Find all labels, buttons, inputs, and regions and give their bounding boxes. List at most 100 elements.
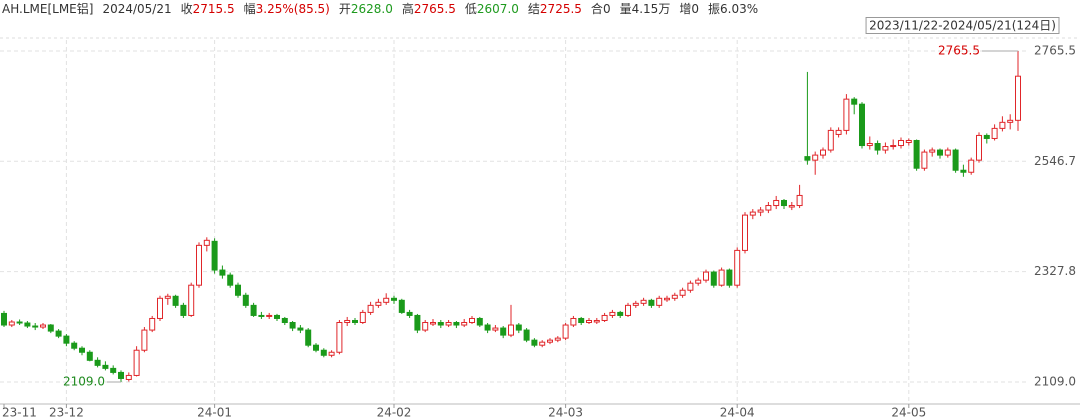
candle-body <box>710 271 717 286</box>
quote-value: 2715.5 <box>192 2 235 16</box>
candle-body <box>71 342 78 349</box>
candle-body <box>687 282 694 291</box>
candle-body <box>414 314 421 331</box>
candle-body <box>703 271 709 281</box>
candle-body <box>640 299 647 304</box>
x-tick-label: 24-05 <box>891 406 926 420</box>
candle-body <box>781 199 787 207</box>
candle-body <box>125 374 132 380</box>
candle-body <box>149 317 156 331</box>
candle-body <box>523 329 530 341</box>
quote-item: 合0 <box>591 2 611 16</box>
x-tick-label: 23-11 <box>2 406 37 420</box>
candle-body <box>500 327 507 336</box>
candle-body <box>118 371 124 379</box>
candle-body <box>40 324 46 328</box>
candle-body <box>773 199 780 207</box>
quote-label: 量 <box>619 2 632 16</box>
quote-item: 收2715.5 <box>181 2 235 16</box>
candle-body <box>804 156 811 161</box>
quote-header: AH.LME[LME铝] 2024/05/21 收2715.5 幅3.25%(85.5… <box>2 0 767 18</box>
candle-body <box>851 98 858 105</box>
candle-body <box>196 244 202 286</box>
candle-body <box>16 321 23 324</box>
candle-body <box>422 322 429 331</box>
quote-value: 6.03% <box>720 2 759 16</box>
candle-body <box>79 347 85 353</box>
y-tick-label: 2765.5 <box>1034 43 1076 57</box>
candle-body <box>632 302 639 306</box>
quote-label: 开 <box>338 2 351 16</box>
quote-item: 振6.03% <box>708 2 758 16</box>
candle-body <box>765 205 772 211</box>
quote-item: 开2628.0 <box>339 2 393 16</box>
candle-body <box>788 205 795 208</box>
candle-body <box>180 304 187 316</box>
candle-body <box>999 121 1006 129</box>
candle-body <box>742 214 748 251</box>
candle-body <box>812 154 819 161</box>
candle-body <box>445 322 452 326</box>
quote-label: 结 <box>527 2 540 16</box>
candle-body <box>328 351 335 356</box>
candle-body <box>430 322 436 325</box>
candle-body <box>617 311 624 316</box>
quote-item: 幅3.25%(85.5) <box>244 2 330 16</box>
candle-body <box>648 299 655 306</box>
candle-body <box>905 139 912 144</box>
candle-body <box>476 317 483 326</box>
high-label: 2765.5 <box>938 43 980 57</box>
quote-value: 2628.0 <box>350 2 393 16</box>
candle-body <box>827 129 834 151</box>
candle-body <box>578 317 585 324</box>
candle-body <box>991 127 998 139</box>
candle-body <box>492 327 499 331</box>
candle-body <box>110 367 117 373</box>
quote-item: 增0 <box>679 2 699 16</box>
candle-body <box>86 351 93 361</box>
candle-body <box>336 322 343 353</box>
x-tick-label: 24-01 <box>197 406 232 420</box>
quote-item: 低2607.0 <box>465 2 519 16</box>
quote-label: 振 <box>707 2 720 16</box>
x-tick-label: 24-02 <box>377 406 412 420</box>
candle-body <box>664 297 670 301</box>
candle-body <box>547 339 553 343</box>
candle-body <box>484 324 491 331</box>
candle-body <box>562 324 569 339</box>
candle-body <box>726 269 733 286</box>
candle-body <box>398 299 405 313</box>
quote-label: 幅 <box>243 2 256 16</box>
candle-body <box>843 98 850 131</box>
candle-body <box>671 294 678 299</box>
candle-body <box>820 149 826 156</box>
candle-body <box>219 269 226 276</box>
quote-item: 高2765.5 <box>402 2 456 16</box>
candle-body <box>297 327 304 331</box>
candle-body <box>305 329 312 346</box>
candle-body <box>679 289 686 296</box>
candle-body <box>593 319 600 323</box>
candle-body <box>882 146 889 151</box>
candle-body <box>242 294 249 306</box>
x-tick-label: 24-03 <box>548 406 583 420</box>
candle-body <box>539 341 546 346</box>
candle-body <box>141 329 148 351</box>
quote-item: 量4.15万 <box>620 2 671 16</box>
candle-body <box>250 304 257 316</box>
candle-body <box>960 169 967 173</box>
candle-body <box>1007 119 1014 123</box>
quote-label: 低 <box>464 2 477 16</box>
candle-body <box>133 349 140 376</box>
candle-body <box>937 149 943 156</box>
candle-body <box>757 209 764 213</box>
candle-body <box>461 322 468 326</box>
candle-body <box>281 317 288 324</box>
candle-body <box>601 314 608 321</box>
quote-value: 2765.5 <box>413 2 456 16</box>
candle-body <box>211 240 218 271</box>
candle-body <box>352 319 358 324</box>
range-box <box>865 17 1060 34</box>
candle-body <box>258 314 265 317</box>
candle-body <box>835 129 842 135</box>
